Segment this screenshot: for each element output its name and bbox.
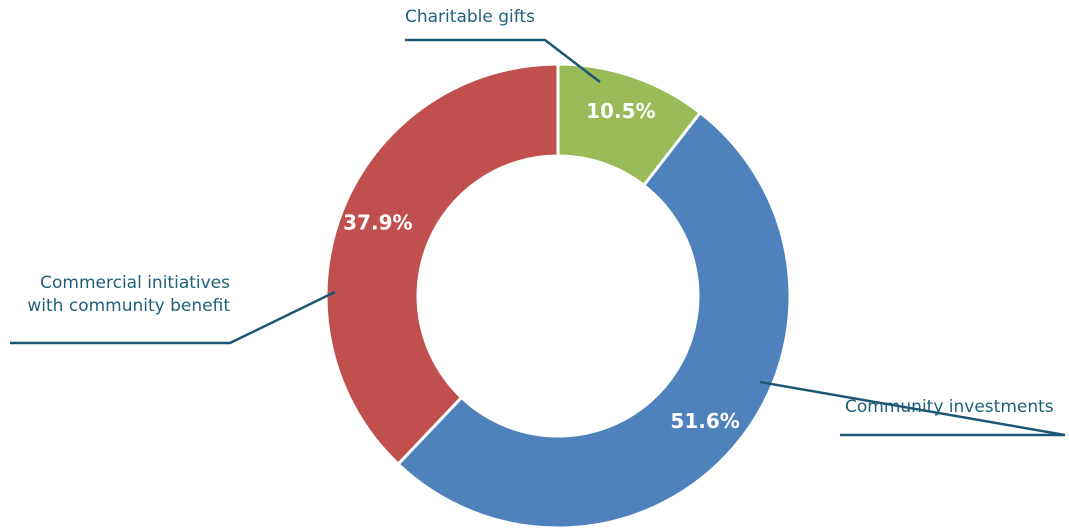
category-label-line: Commercial initiatives: [40, 273, 230, 293]
value-label: 51.6%: [670, 409, 739, 433]
category-label: Charitable gifts: [405, 7, 535, 27]
value-label: 37.9%: [343, 211, 412, 235]
leader-line: [759, 380, 1066, 437]
leader-line: [10, 290, 336, 345]
category-label: Community investments: [845, 397, 1054, 417]
slice: [396, 110, 792, 528]
category-label-line: Charitable gifts: [405, 7, 535, 27]
leader-line: [405, 38, 601, 83]
slice: [324, 62, 560, 467]
category-label-line: with community benefit: [27, 296, 230, 316]
category-label: Commercial initiatives with community ben…: [27, 273, 230, 316]
category-label-line: Community investments: [845, 397, 1054, 417]
value-label: 10.5%: [586, 99, 655, 123]
